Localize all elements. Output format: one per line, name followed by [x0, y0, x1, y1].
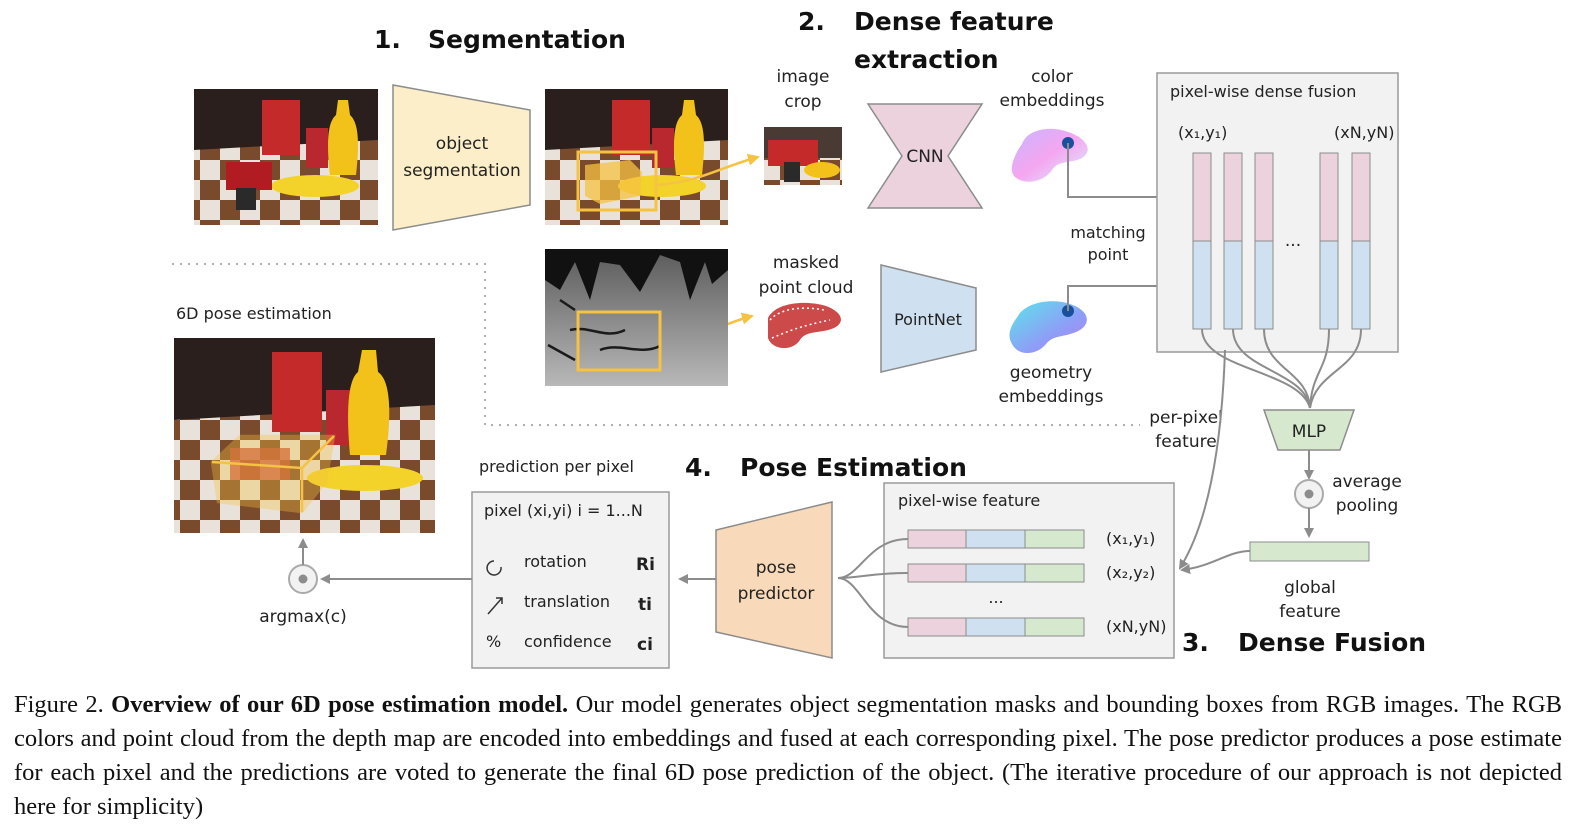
prediction-row-rotation: rotation Ri: [486, 552, 655, 576]
feature-ellipsis: ...: [988, 588, 1003, 607]
confidence-label: confidence: [524, 632, 612, 651]
stage-4-title: Pose Estimation: [740, 453, 967, 482]
fusion-to-mlp-curves: [1201, 328, 1362, 409]
matching-point-label-1: matching: [1070, 223, 1145, 242]
translation-label: translation: [524, 592, 610, 611]
average-pooling-dot: [1304, 489, 1314, 499]
prediction-per-pixel-title: prediction per pixel: [479, 457, 634, 476]
fusion-ellipsis: ...: [1285, 231, 1301, 251]
percent-icon: %: [486, 632, 501, 651]
prediction-box: [471, 491, 670, 669]
object-segmentation-label-2: segmentation: [403, 161, 521, 181]
pose-6d-title: 6D pose estimation: [176, 304, 332, 323]
pose-output-photo: [174, 338, 435, 533]
caption-text: Our model generates object segmentation …: [14, 691, 1563, 820]
mlp-block: [1262, 409, 1356, 451]
image-crop-thumbnail: [764, 127, 842, 185]
stage-3-number: 3.: [1182, 628, 1209, 657]
feature-row-3-label: (xN,yN): [1106, 617, 1166, 636]
fusion-column-2: [1223, 152, 1243, 330]
color-embeddings-blob: [1011, 128, 1088, 182]
per-pixel-feature-label-1: per-pixel: [1149, 408, 1223, 428]
geometry-embeddings-blob: [1009, 301, 1087, 353]
segmentation-bbox: [576, 150, 658, 212]
feature-row-1: [907, 529, 1085, 549]
input-rgb-photo: [194, 89, 378, 225]
confidence-symbol: ci: [637, 635, 653, 655]
average-pooling-label-1: average: [1332, 472, 1402, 492]
global-feature-label-2: feature: [1279, 602, 1340, 622]
per-pixel-feature-label-2: feature: [1155, 432, 1216, 452]
prediction-row-confidence: % confidence ci: [486, 632, 653, 655]
cnn-block: [866, 103, 984, 209]
pixel-wise-feature-title: pixel-wise feature: [898, 491, 1040, 510]
segmented-photo: [545, 89, 728, 225]
rows-to-predictor-curves: [837, 538, 909, 628]
caption-prefix: Figure 2.: [14, 691, 104, 718]
rotation-icon: [486, 560, 502, 576]
pose-predictor-block: [715, 501, 833, 659]
dotted-divider: [172, 263, 1140, 426]
feature-row-2: [907, 563, 1085, 583]
fusion-column-4: [1319, 152, 1339, 330]
argmax-label: argmax(c): [259, 607, 347, 627]
global-feature-arrow: [1180, 550, 1251, 574]
feature-row-2-label: (x₂,y₂): [1106, 563, 1155, 582]
depth-map: [545, 249, 728, 386]
color-to-fusion-arrow: [1067, 143, 1189, 202]
crop-arrow: [655, 153, 760, 187]
stage-1-title: Segmentation: [428, 25, 626, 54]
average-pooling-label-2: pooling: [1336, 496, 1399, 516]
geometry-embeddings-label-2: embeddings: [999, 387, 1104, 407]
global-feature-bar: [1249, 541, 1370, 562]
translation-symbol: ti: [638, 595, 652, 615]
pointnet-block: [880, 264, 977, 373]
pose-3d-bbox: [210, 434, 336, 514]
masked-point-cloud-thumbnail: [768, 302, 841, 349]
per-pixel-feature-arrow: [1178, 349, 1226, 570]
pointnet-label: PointNet: [894, 310, 962, 329]
matching-point-label-2: point: [1088, 245, 1129, 264]
pose-predictor-label-1: pose: [756, 558, 797, 578]
geometry-to-fusion-arrow: [1067, 281, 1189, 311]
object-segmentation-block: [392, 84, 531, 231]
image-crop-label-1: image: [777, 67, 830, 87]
stage-4-number: 4.: [685, 453, 712, 482]
fusion-column-1: [1192, 152, 1212, 330]
rotation-symbol: Ri: [636, 555, 655, 575]
feature-row-3: [907, 617, 1085, 637]
fusion-first-column-label: (x₁,y₁): [1178, 123, 1227, 142]
masked-point-cloud-label-2: point cloud: [759, 278, 854, 298]
stage-3-title: Dense Fusion: [1238, 628, 1426, 657]
feature-row-1-label: (x₁,y₁): [1106, 529, 1155, 548]
fusion-last-column-label: (xN,yN): [1334, 123, 1394, 142]
prediction-row-translation: translation ti: [487, 592, 652, 615]
prediction-header: pixel (xi,yi) i = 1...N: [484, 501, 643, 520]
rotation-label: rotation: [524, 552, 587, 571]
object-segmentation-label-1: object: [436, 134, 489, 154]
masked-point-cloud-label-1: masked: [773, 253, 839, 273]
geometry-embeddings-label-1: geometry: [1010, 363, 1092, 383]
stage-2-number: 2.: [798, 7, 825, 36]
stage-1-number: 1.: [374, 25, 401, 54]
stage-2-title-line2: extraction: [854, 45, 999, 74]
cnn-label: CNN: [906, 147, 943, 167]
depth-bbox: [576, 310, 662, 372]
pose-predictor-label-2: predictor: [738, 584, 815, 604]
dense-fusion-title: pixel-wise dense fusion: [1170, 82, 1356, 101]
fusion-column-3: [1254, 152, 1274, 330]
caption-bold: Overview of our 6D pose estimation model…: [111, 691, 569, 718]
image-crop-label-2: crop: [784, 92, 821, 112]
color-embeddings-label-2: embeddings: [1000, 91, 1105, 111]
pipeline-diagram: 1. Segmentation 2. Dense feature extract…: [172, 7, 1426, 669]
argmax-dot: [298, 574, 308, 584]
color-embeddings-label-1: color: [1031, 67, 1073, 87]
mlp-label: MLP: [1292, 422, 1326, 442]
translation-icon: [487, 597, 503, 615]
global-feature-label-1: global: [1284, 578, 1336, 598]
fusion-column-5: [1351, 152, 1371, 330]
stage-2-title-line1: Dense feature: [854, 7, 1054, 36]
figure-caption: Figure 2. Overview of our 6D pose estima…: [14, 688, 1562, 824]
